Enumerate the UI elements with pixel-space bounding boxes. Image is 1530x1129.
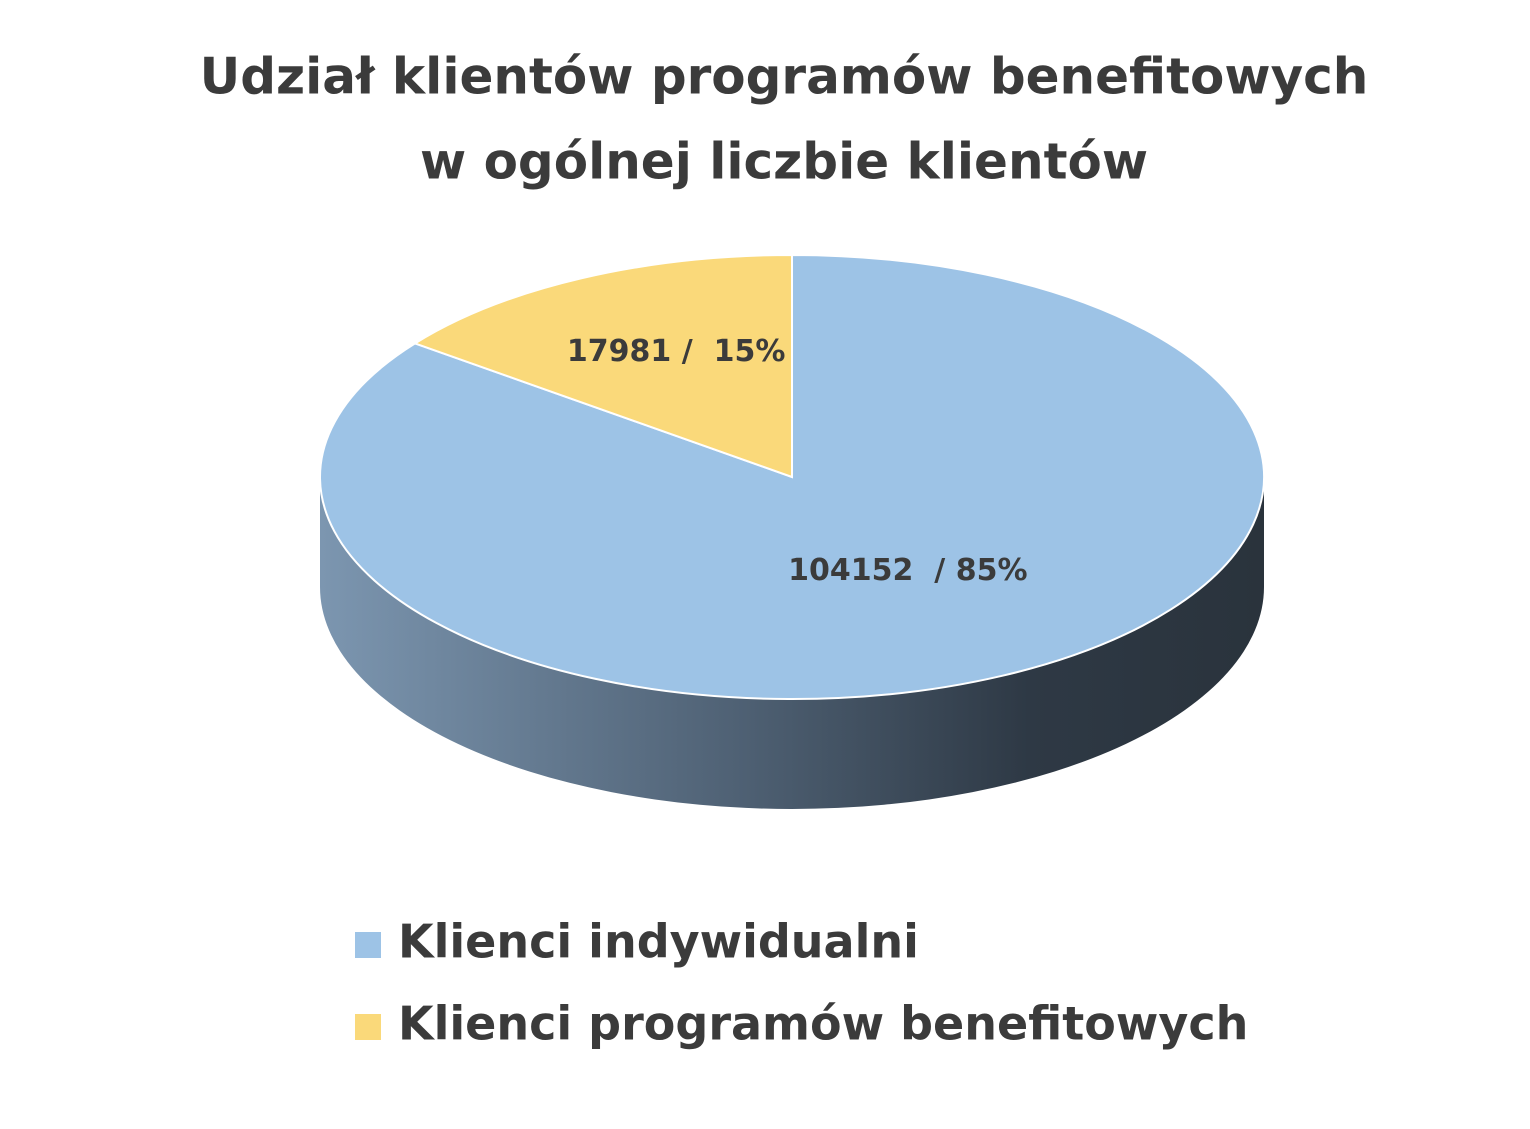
data-label: 104152 / 85%	[788, 553, 1027, 588]
legend-label: Klienci indywidualni	[398, 915, 919, 969]
chart-title: Udział klientów programów benefitowych	[200, 48, 1369, 106]
chart-title: w ogólnej liczbie klientów	[420, 133, 1148, 191]
pie-side	[320, 477, 1264, 809]
legend-swatch	[355, 932, 381, 958]
pie-slice	[412, 253, 793, 479]
legend-swatch	[355, 1014, 381, 1040]
legend-label: Klienci programów benefitowych	[398, 997, 1248, 1051]
data-label: 17981 / 15%	[567, 334, 785, 369]
